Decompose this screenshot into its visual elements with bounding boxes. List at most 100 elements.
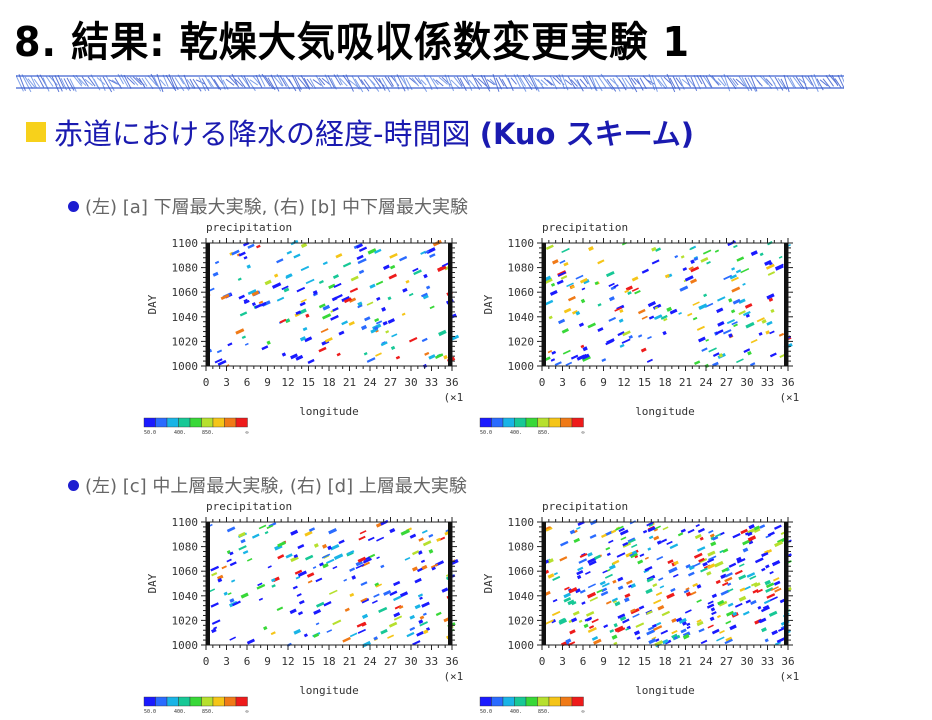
- colorbar-label: ∞: [246, 430, 249, 436]
- precip-cell: [261, 345, 269, 351]
- precip-cell: [423, 273, 428, 279]
- precip-cell: [320, 328, 329, 334]
- precip-cell: [307, 358, 315, 364]
- precip-cell: [360, 581, 368, 587]
- precip-cell: [322, 563, 329, 569]
- precip-cell: [653, 625, 663, 632]
- precip-cell: [733, 323, 738, 328]
- precip-cell: [389, 527, 396, 534]
- precip-cell: [746, 531, 753, 537]
- precip-cell: [348, 297, 357, 303]
- precip-cell: [614, 625, 624, 633]
- precip-cell: [727, 582, 732, 587]
- precip-cell: [726, 318, 735, 325]
- precip-cell: [588, 560, 597, 566]
- precip-cell: [750, 250, 758, 257]
- x-tick-label: 21: [679, 655, 692, 668]
- precip-cell: [554, 361, 562, 367]
- precip-cell: [351, 575, 357, 580]
- precip-cell: [709, 616, 715, 622]
- x-tick-label: 3: [559, 655, 566, 668]
- precip-cell: [429, 253, 436, 258]
- precip-cell: [297, 570, 307, 577]
- colorbar-swatch: [502, 417, 515, 428]
- precip-cell: [558, 618, 568, 625]
- precip-cell: [696, 325, 705, 331]
- x-tick-label: 33: [425, 376, 438, 389]
- precip-cell: [603, 624, 609, 629]
- precip-cell: [696, 546, 706, 552]
- precip-cell: [423, 629, 429, 635]
- precip-cell: [647, 526, 656, 533]
- precip-cell: [720, 573, 727, 580]
- precip-cell: [438, 329, 447, 337]
- precip-cell: [348, 321, 355, 326]
- x-tick-label: 24: [699, 655, 713, 668]
- precip-cell: [393, 611, 401, 618]
- precip-cell: [416, 631, 424, 637]
- precip-cell: [294, 569, 303, 575]
- precip-cell: [417, 593, 424, 598]
- precip-cell: [369, 283, 376, 289]
- precip-cell: [680, 528, 686, 533]
- colorbar-swatch: [537, 696, 550, 707]
- precip-cell: [338, 330, 345, 336]
- precip-cell: [335, 253, 343, 259]
- precip-cell: [238, 531, 246, 538]
- precip-cell: [655, 591, 663, 596]
- precip-cell: [302, 326, 308, 332]
- precip-cell: [370, 328, 376, 334]
- x-tick-label: 18: [658, 376, 671, 389]
- precip-cell: [732, 533, 741, 539]
- precip-cell: [375, 320, 383, 325]
- y-tick-label: 1100: [508, 516, 535, 529]
- precip-cell: [330, 314, 339, 321]
- precip-cell: [328, 589, 338, 595]
- precip-cell: [749, 575, 757, 580]
- precip-cell: [768, 297, 774, 302]
- precip-cell: [318, 346, 327, 353]
- precip-cell: [638, 605, 645, 610]
- precip-cell: [417, 550, 423, 555]
- precip-cell: [428, 354, 436, 360]
- precip-cell: [305, 278, 315, 285]
- precip-cell: [660, 629, 669, 635]
- precip-cell: [699, 536, 704, 541]
- precip-cell: [606, 552, 611, 557]
- precip-cell: [641, 268, 649, 274]
- precip-cell: [706, 571, 712, 576]
- x-tick-label: 0: [203, 655, 210, 668]
- precip-cell: [426, 247, 436, 254]
- precip-cell: [582, 278, 590, 285]
- precip-field: [542, 519, 792, 648]
- colorbar: 50.0 400. 850. ∞: [143, 696, 249, 715]
- subtitle-main: 赤道における降水の経度-時間図: [54, 117, 471, 151]
- precip-cell: [628, 584, 632, 588]
- precip-cell: [655, 247, 662, 252]
- precip-cell: [629, 553, 634, 557]
- precip-cell: [434, 353, 444, 359]
- precip-cell: [671, 629, 678, 635]
- colorbar-swatch: [235, 417, 248, 428]
- precip-cell: [631, 287, 639, 292]
- colorbar-label: ∞: [582, 709, 585, 715]
- precip-cell: [580, 344, 585, 349]
- precip-cell: [300, 242, 308, 249]
- colorbar: 50.0 400. 850. ∞: [479, 696, 585, 715]
- precip-cell: [551, 350, 557, 355]
- precip-cell: [731, 321, 738, 326]
- precip-cell: [591, 636, 599, 641]
- precip-cell: [295, 354, 304, 361]
- precip-cell: [765, 564, 770, 569]
- precip-cell: [662, 638, 669, 645]
- precip-cell: [363, 351, 368, 356]
- precip-cell: [618, 318, 624, 323]
- colorbar-swatch: [514, 696, 527, 707]
- precip-cell: [747, 535, 757, 542]
- right-edge-bar: [784, 522, 788, 645]
- precip-cell: [666, 540, 673, 546]
- y-tick-label: 1040: [172, 590, 199, 603]
- precip-cell: [216, 574, 224, 580]
- precip-cell: [725, 610, 735, 617]
